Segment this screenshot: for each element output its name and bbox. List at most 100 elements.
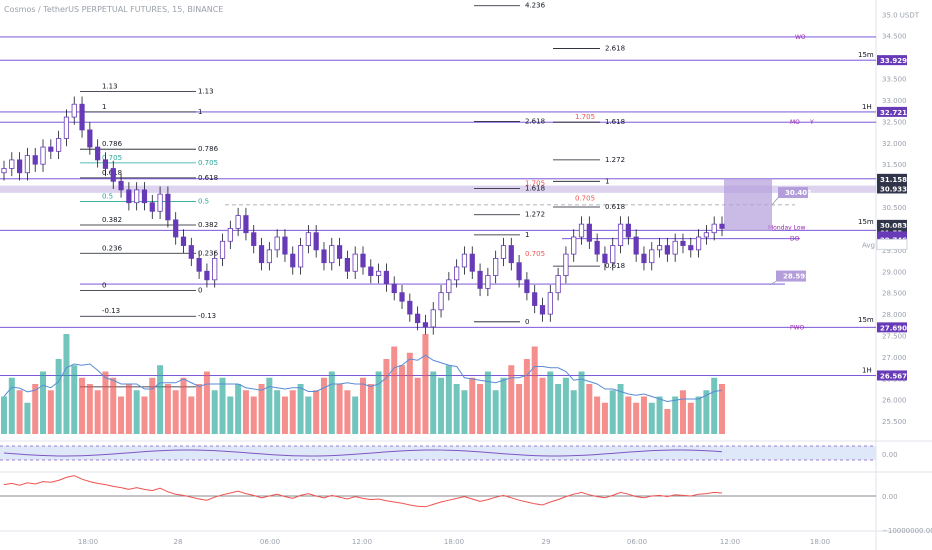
volume-bar [235,384,242,434]
time-axis-label: 06:00 [260,538,280,546]
price-tag: 30.933 [880,185,907,193]
candle-body [32,155,38,165]
volume-bar [586,384,593,434]
volume-bar [133,390,140,434]
fib-left-label: -0.13 [102,307,120,315]
candle-body [219,240,226,259]
volume-bar [227,396,234,434]
volume-bar [40,371,47,434]
volume-bar [157,365,164,434]
candle-body [422,322,429,328]
volume-bar [47,390,54,434]
price-tag-bg [877,322,907,333]
price-axis-label: 32.500 [882,118,907,126]
fib-left-right-label: 0.705 [198,159,218,167]
candle-body [56,138,62,152]
price-axis-label: 30.500 [882,204,907,212]
volume-bar [94,390,101,434]
candle-body [1,168,7,174]
candle-body [469,253,475,272]
volume-bar [578,371,585,434]
fib-left-label: 0.382 [102,216,122,224]
candle-body [196,258,202,272]
price-tag: 33.929 [880,57,907,65]
level-label-15m-2: 15m [858,218,874,226]
time-axis-label: 18:00 [810,538,830,546]
time-axis-label: 29 [542,538,551,546]
candle-body [63,116,70,139]
volume-bar [617,384,624,434]
fib-right-label: 2.618 [525,117,545,125]
candle-body [430,309,436,328]
fib-left-label: 0.786 [102,140,123,148]
level-label-mo: MO [790,119,800,126]
volume-bar [461,390,468,434]
volume-bar [601,402,608,434]
fib-right-label: 1 [605,177,609,185]
level-label-1h-2: 1H [862,366,872,374]
price-tag: 31.158 [880,176,907,184]
indicator-1-axis-label: 0.00 [882,451,898,459]
volume-bar [219,377,226,434]
candle-body [204,270,210,281]
price-axis-label: 25.500 [882,418,907,426]
candle-body [243,215,249,234]
candle-body [415,313,421,324]
candle-body [227,228,233,242]
candle-body [656,245,663,251]
candle-body [383,270,390,285]
candle-body [134,189,140,204]
volume-bar [63,334,70,434]
volume-bar [492,390,499,434]
volume-bar [250,396,257,434]
volume-bar [352,396,359,434]
volume-bar [1,396,7,434]
candle-body [477,270,483,289]
volume-bar [110,377,117,434]
volume-bar [196,384,203,434]
time-axis-label: 28 [174,538,183,546]
fib-right-label: 1.618 [605,118,625,126]
level-label-15m-3: 15m [858,316,874,324]
time-axis-label: 18:00 [78,538,98,546]
volume-bar [430,371,437,434]
candle-body [173,219,179,238]
fib-left-label: 1.13 [102,82,118,90]
volume-bar [687,402,694,434]
volume-bar [477,384,484,434]
volume-bar [172,390,179,434]
fib-left-label: 0.236 [102,244,123,252]
candle-body [344,258,350,272]
candle-body [157,193,163,212]
price-axis-label: 27.500 [882,332,907,340]
volume-bar [281,396,288,434]
candle-body [180,236,187,246]
volume-bar [438,377,445,434]
level-label-wo: WO [795,34,806,41]
volume-bar [500,377,507,434]
level-label-y: Y [809,119,814,126]
price-axis-label: 32.000 [882,140,907,148]
price-axis-label: 33.000 [882,97,907,105]
volume-bar [508,365,515,434]
candle-body [407,300,413,315]
fib-right-label: 1 [525,231,529,239]
candle-body [87,129,93,148]
candle-body [571,236,577,255]
target-label-bg-2 [776,270,806,282]
candle-body [290,253,296,268]
fib-left-label: 0.5 [102,192,113,200]
volume-bar [328,371,335,434]
volume-bar [266,377,273,434]
volume-bar [570,390,577,434]
price-tag: 26.567 [880,372,907,380]
avg-label: Avg [862,242,875,250]
price-axis-label: 26.000 [882,397,907,405]
volume-bar [679,390,686,434]
volume-bar [469,377,476,434]
candle-body [141,189,148,204]
candle-body [188,245,194,259]
price-axis-label: 29.500 [882,247,907,255]
candle-body [165,193,171,221]
